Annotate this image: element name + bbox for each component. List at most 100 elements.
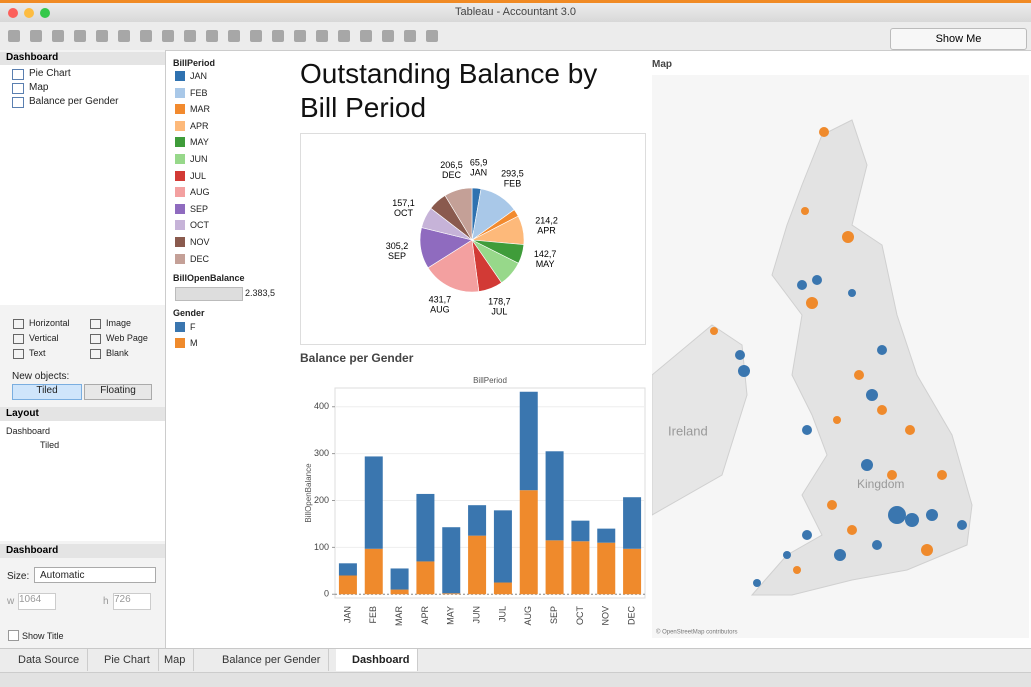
toolbar-icon[interactable] (404, 30, 416, 42)
legend-swatch[interactable] (175, 187, 185, 198)
legend-swatch[interactable] (175, 120, 185, 131)
width-input[interactable]: 1064 (18, 593, 56, 610)
toolbar-icon[interactable] (8, 30, 20, 42)
legend-label[interactable]: MAR (190, 104, 210, 115)
toolbar-icon[interactable] (52, 30, 64, 42)
show-me-button[interactable]: Show Me (890, 28, 1027, 50)
sheet-icon[interactable] (12, 69, 24, 80)
object-icon[interactable] (90, 319, 101, 329)
close-button[interactable] (8, 8, 18, 18)
legend-swatch[interactable] (175, 87, 185, 98)
title-bar (0, 3, 1031, 22)
legend-swatch[interactable] (175, 203, 185, 214)
sheet-tab[interactable]: Dashboard (336, 649, 419, 671)
object-icon[interactable] (90, 334, 101, 344)
sheet-name[interactable]: Map (29, 82, 49, 93)
legend-swatch[interactable] (175, 154, 185, 164)
map-place-label: Ireland (668, 423, 708, 438)
legend-swatch[interactable] (175, 137, 185, 148)
bar-segment (338, 575, 357, 595)
sheet-tab[interactable]: Balance per Gender (218, 649, 330, 671)
show-title-checkbox[interactable] (8, 630, 19, 641)
toolbar-icon[interactable] (228, 30, 240, 42)
toolbar-icon[interactable] (272, 30, 284, 42)
toolbar-icon[interactable] (206, 30, 218, 42)
object-name[interactable]: Web Page (106, 333, 148, 343)
bar-chart: BillPeriod BillOpenBalance 0 100 200 300 400 JA… (304, 376, 646, 626)
legend-label[interactable]: MAY (190, 137, 209, 148)
y-tick-label: 0 (324, 589, 329, 599)
toolbar-icon[interactable] (250, 30, 262, 42)
toolbar-icon[interactable] (294, 30, 306, 42)
height-input[interactable]: 726 (113, 593, 151, 610)
object-icon[interactable] (13, 334, 24, 344)
toolbar-icon[interactable] (140, 30, 152, 42)
bar-segment (597, 542, 616, 595)
bar-segment (571, 520, 590, 542)
pie-value-label: 214,2 (535, 215, 558, 225)
toolbar-icon[interactable] (30, 30, 42, 42)
legend-label[interactable]: APR (190, 120, 209, 131)
object-name[interactable]: Horizontal (29, 318, 70, 328)
legend-swatch[interactable] (175, 104, 185, 115)
object-name[interactable]: Image (106, 318, 132, 328)
legend-label[interactable]: JUL (190, 170, 207, 181)
object-name[interactable]: Blank (106, 348, 129, 358)
legend-swatch[interactable] (175, 253, 185, 264)
bar-segment (545, 540, 564, 595)
toolbar-icon[interactable] (316, 30, 328, 42)
legend-label[interactable]: OCT (190, 220, 209, 231)
toolbar-icon[interactable] (184, 30, 196, 42)
legend-swatch[interactable] (175, 338, 185, 348)
toolbar-icon[interactable] (118, 30, 130, 42)
legend-label[interactable]: DEC (190, 253, 210, 264)
legend-label[interactable]: AUG (190, 187, 210, 198)
bar-segment (416, 561, 435, 595)
tiled-button[interactable]: Tiled (12, 384, 82, 400)
object-icon[interactable] (13, 319, 24, 329)
sheet-tab[interactable]: Map (160, 649, 195, 671)
toolbar-icon[interactable] (426, 30, 438, 42)
status-bar (0, 672, 1031, 687)
sheet-tab[interactable]: Data Source (4, 649, 89, 671)
legend-label[interactable]: FEB (190, 87, 208, 98)
y-tick-label: 100 (314, 542, 329, 552)
legend-swatch[interactable] (175, 220, 185, 231)
object-name[interactable]: Vertical (29, 333, 59, 343)
sheet-tab[interactable]: Pie Chart (100, 649, 159, 671)
pie-category-label: DEC (442, 170, 462, 180)
sheet-icon[interactable] (12, 83, 24, 94)
map-points (710, 127, 967, 587)
legend-label[interactable]: JUN (190, 154, 208, 164)
toolbar-icon[interactable] (74, 30, 86, 42)
legend-swatch[interactable] (175, 237, 185, 247)
legend-label[interactable]: JAN (190, 71, 208, 81)
object-icon[interactable] (90, 349, 101, 359)
x-tick-label: FEB (368, 606, 378, 624)
legend-swatch[interactable] (175, 71, 185, 81)
legend-label[interactable]: M (190, 338, 198, 348)
zoom-button[interactable] (40, 8, 50, 18)
toolbar-icon[interactable] (162, 30, 174, 42)
legend-label[interactable]: NOV (190, 237, 210, 247)
bar-segment (571, 541, 590, 595)
sheet-icon[interactable] (12, 97, 24, 108)
bar-segment (416, 493, 435, 562)
legend-label[interactable]: F (190, 322, 196, 332)
pie-category-label: AUG (430, 305, 450, 315)
toolbar-icon[interactable] (96, 30, 108, 42)
object-icon[interactable] (13, 349, 24, 359)
sheet-name[interactable]: Pie Chart (29, 68, 71, 79)
minimize-button[interactable] (24, 8, 34, 18)
size-dropdown[interactable]: Automatic (34, 567, 156, 583)
toolbar-icon[interactable] (360, 30, 372, 42)
legend-swatch[interactable] (175, 170, 185, 181)
legend-label[interactable]: SEP (190, 203, 209, 214)
toolbar-icon[interactable] (382, 30, 394, 42)
floating-button[interactable]: Floating (84, 384, 152, 400)
object-name[interactable]: Text (29, 348, 46, 358)
x-tick-label: JAN (342, 606, 352, 623)
toolbar-icon[interactable] (338, 30, 350, 42)
sheet-name[interactable]: Balance per Gender (29, 96, 119, 107)
legend-swatch[interactable] (175, 322, 185, 332)
